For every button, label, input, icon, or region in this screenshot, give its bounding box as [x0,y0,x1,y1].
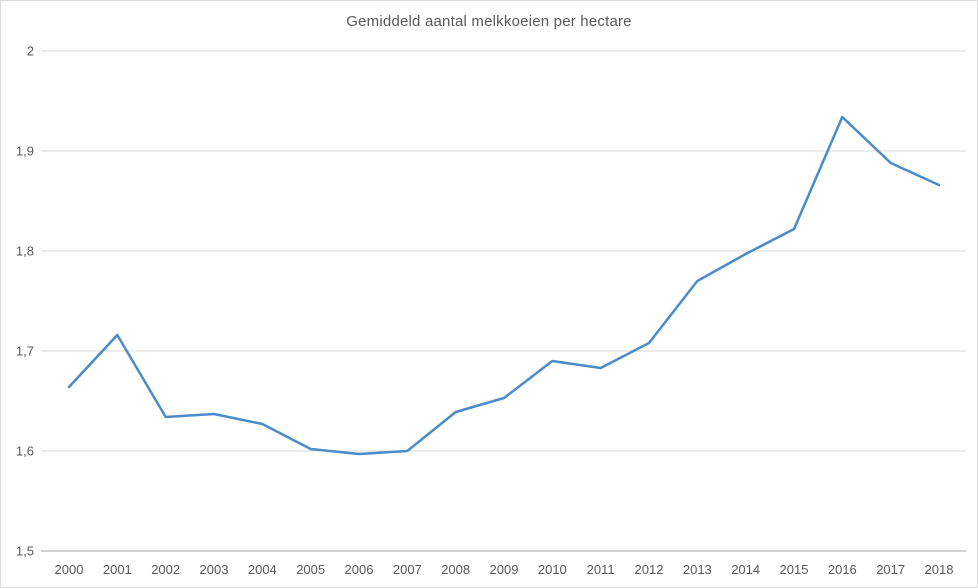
x-tick-label: 2004 [248,562,277,577]
x-tick-label: 2002 [151,562,180,577]
x-tick-label: 2014 [731,562,760,577]
x-tick-label: 2009 [490,562,519,577]
x-tick-label: 2013 [683,562,712,577]
x-tick-label: 2005 [296,562,325,577]
y-tick-label: 1,6 [16,444,34,459]
y-tick-label: 1,8 [16,244,34,259]
x-tick-label: 2006 [345,562,374,577]
x-tick-label: 2012 [635,562,664,577]
x-tick-label: 2003 [200,562,229,577]
chart-title: Gemiddeld aantal melkkoeien per hectare [346,13,632,30]
x-tick-label: 2016 [828,562,857,577]
x-tick-label: 2011 [587,562,615,577]
x-tick-label: 2008 [441,562,470,577]
x-tick-label: 2000 [55,562,84,577]
x-tick-label: 2015 [780,562,809,577]
x-tick-label: 2001 [103,562,132,577]
x-tick-label: 2017 [876,562,905,577]
x-tick-label: 2018 [925,562,954,577]
y-tick-label: 1,5 [16,544,34,559]
y-tick-label: 1,9 [16,144,34,159]
x-tick-label: 2007 [393,562,422,577]
y-tick-label: 1,7 [16,344,34,359]
data-series-line [67,115,941,456]
x-tick-label: 2010 [538,562,567,577]
y-tick-label: 2 [27,44,34,59]
